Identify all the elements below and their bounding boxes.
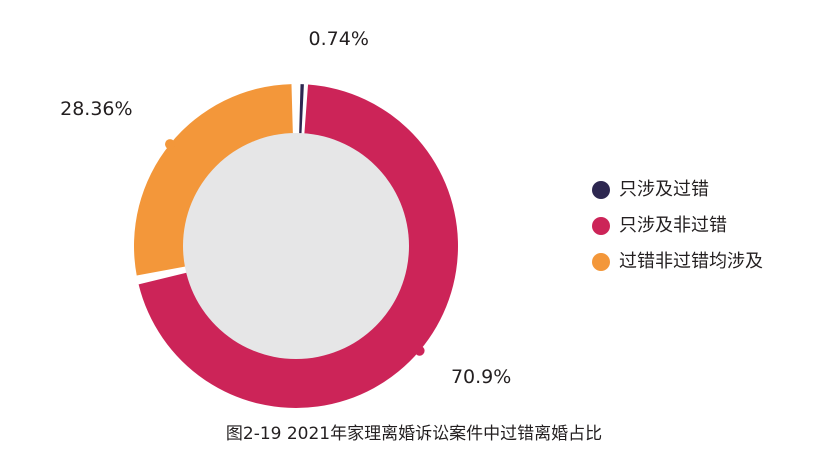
callout-dot — [414, 345, 425, 356]
legend-label: 只涉及过错 — [619, 179, 709, 200]
pie-slice — [134, 84, 294, 276]
legend: 只涉及过错 只涉及非过错 过错非过错均涉及 — [592, 172, 763, 280]
callout-dot — [165, 139, 176, 150]
legend-item-no-fault-only: 只涉及非过错 — [592, 208, 763, 244]
data-label: 0.74% — [309, 28, 369, 50]
chart-title: 图2-19 2021年家理离婚诉讼案件中过错离婚占比 — [225, 424, 603, 444]
legend-label: 过错非过错均涉及 — [619, 251, 763, 272]
data-label: 28.36% — [60, 98, 132, 120]
legend-swatch — [592, 253, 610, 271]
legend-label: 只涉及非过错 — [619, 215, 727, 236]
legend-swatch — [592, 217, 610, 235]
legend-swatch — [592, 181, 610, 199]
donut-center — [183, 133, 409, 359]
data-label: 70.9% — [451, 366, 511, 388]
legend-item-both: 过错非过错均涉及 — [592, 244, 763, 280]
pie-slice — [298, 84, 304, 140]
slice-callouts: 0.74% 70.9% 28.36% — [60, 28, 511, 388]
legend-item-fault-only: 只涉及过错 — [592, 172, 763, 208]
